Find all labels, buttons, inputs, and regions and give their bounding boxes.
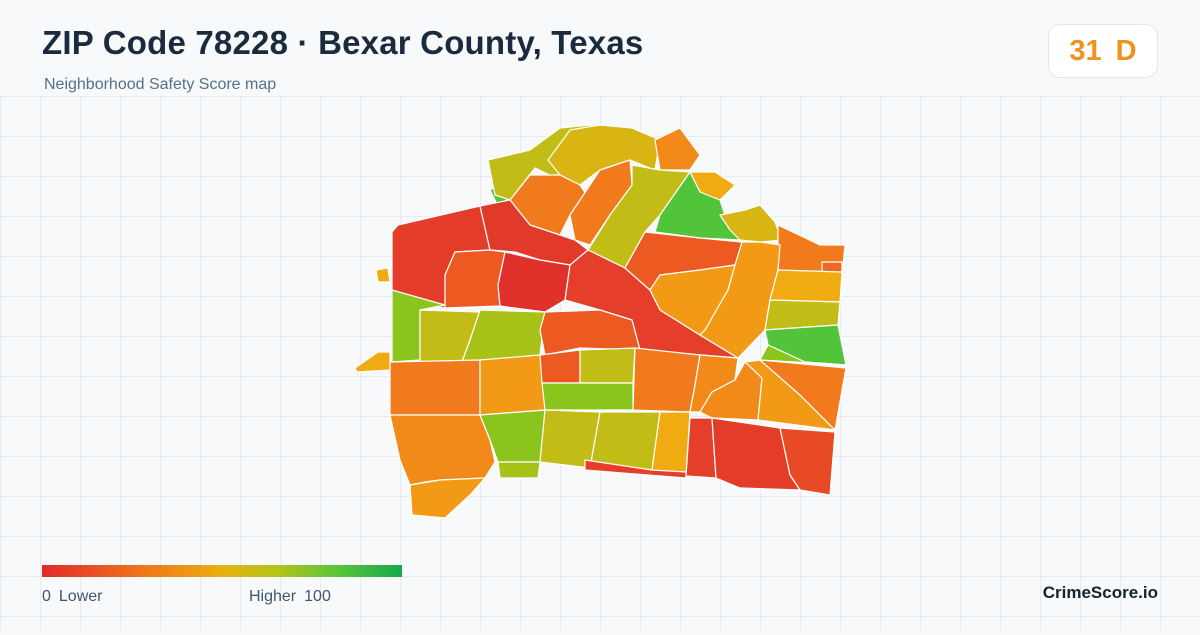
region-m-orange-2[interactable] — [479, 354, 546, 416]
region-se-red-c[interactable] — [779, 427, 836, 496]
legend-high: Higher 100 — [249, 588, 331, 606]
region-sw-orange[interactable] — [389, 414, 496, 486]
score-value: 31 — [1069, 35, 1102, 67]
region-se-red-a[interactable] — [685, 417, 717, 479]
legend-low-value: 0 — [42, 588, 51, 605]
legend-high-value: 100 — [304, 588, 331, 605]
region-w-stub-2[interactable] — [354, 351, 391, 373]
legend-high-label: Higher — [249, 588, 297, 605]
region-w-stub-1[interactable] — [375, 267, 391, 283]
region-sw-amber[interactable] — [409, 477, 486, 519]
region-center-red[interactable] — [497, 251, 571, 313]
region-e-lime[interactable] — [759, 344, 847, 366]
legend-gradient-bar — [42, 565, 402, 577]
safety-score-badge: 31 D — [1048, 24, 1158, 78]
score-grade: D — [1115, 35, 1137, 67]
region-m-orange-w[interactable] — [389, 359, 481, 416]
page-title: ZIP Code 78228 · Bexar County, Texas — [42, 24, 644, 61]
region-m-orange-g[interactable] — [759, 359, 847, 431]
brand-logo[interactable]: CrimeScore.io — [1042, 583, 1158, 602]
region-m-olive[interactable] — [579, 347, 636, 384]
region-north-orange[interactable] — [654, 127, 701, 171]
region-w-red-orange[interactable] — [444, 249, 506, 309]
legend-low-label: Lower — [58, 588, 103, 605]
page-subtitle: Neighborhood Safety Score map — [44, 76, 277, 93]
region-s-yellow-green[interactable] — [497, 461, 541, 479]
region-m-orange-c[interactable] — [632, 347, 701, 413]
region-m-red-orange[interactable] — [539, 349, 581, 384]
region-e-amber[interactable] — [769, 269, 843, 303]
region-m-lime[interactable] — [541, 382, 634, 411]
region-s-olive-2[interactable] — [589, 411, 661, 471]
legend-low: 0 Lower — [42, 588, 102, 606]
